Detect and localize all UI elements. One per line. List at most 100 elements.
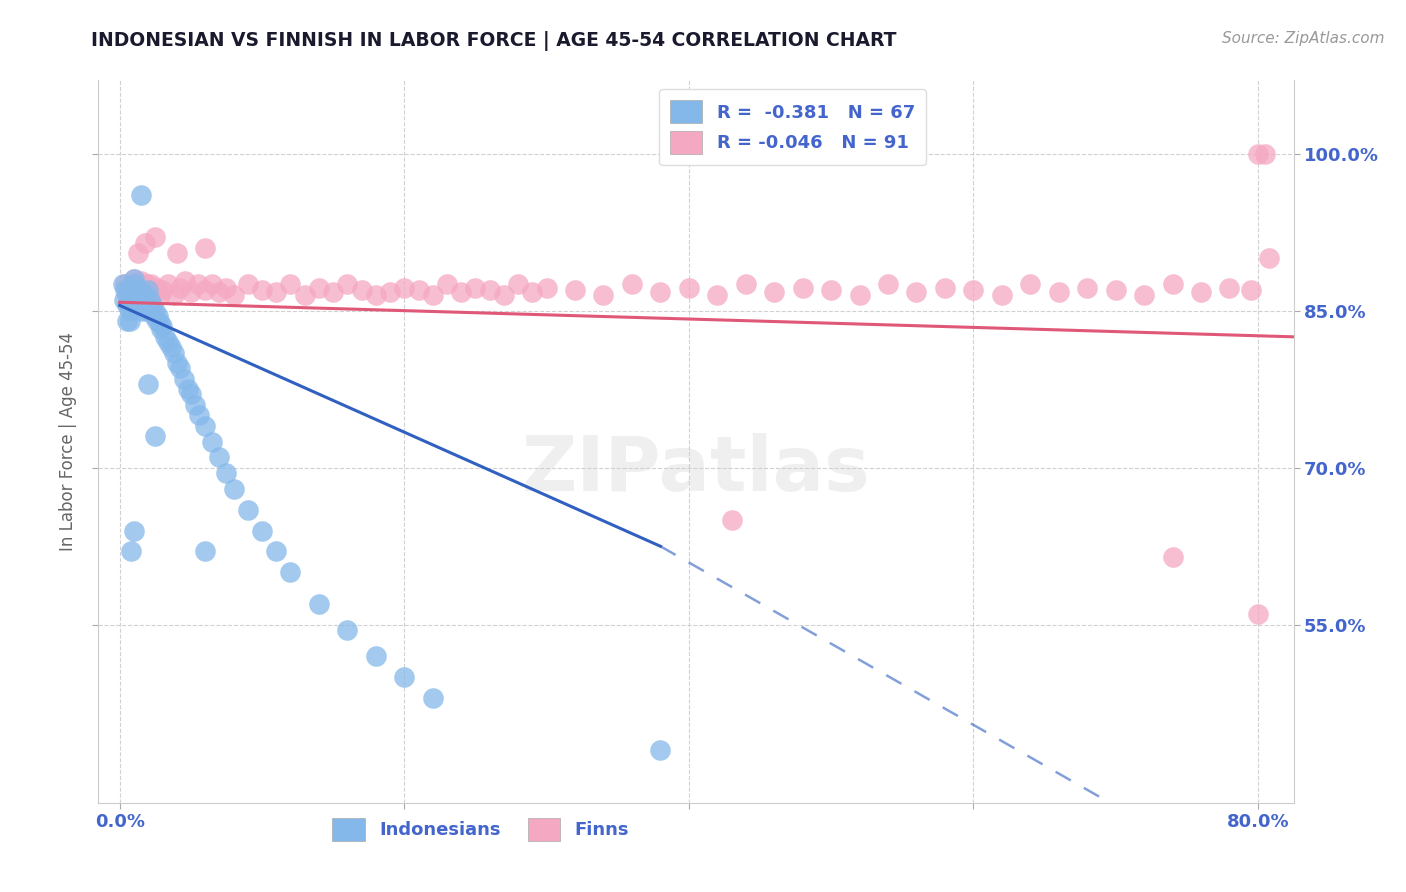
Point <box>650 285 672 299</box>
Point <box>236 277 259 292</box>
Point <box>143 429 166 443</box>
Point <box>114 283 136 297</box>
Point <box>152 319 174 334</box>
Point <box>1258 252 1281 266</box>
Point <box>1247 607 1270 622</box>
Point <box>121 288 143 302</box>
Point <box>139 277 162 292</box>
Point <box>215 280 238 294</box>
Point <box>127 246 149 260</box>
Point <box>128 280 150 294</box>
Point <box>142 285 165 299</box>
Point <box>877 277 900 292</box>
Point <box>188 409 211 423</box>
Point <box>121 298 143 312</box>
Point <box>143 303 166 318</box>
Point <box>118 303 141 318</box>
Text: Source: ZipAtlas.com: Source: ZipAtlas.com <box>1222 31 1385 46</box>
Point <box>120 277 142 292</box>
Point <box>145 314 167 328</box>
Point <box>132 298 155 312</box>
Text: ZIPatlas: ZIPatlas <box>522 434 870 508</box>
Point <box>166 246 188 260</box>
Point <box>194 241 217 255</box>
Point <box>564 283 586 297</box>
Point <box>222 482 245 496</box>
Point <box>720 513 742 527</box>
Point <box>122 272 145 286</box>
Point <box>194 283 217 297</box>
Point <box>184 398 207 412</box>
Point <box>142 309 165 323</box>
Point <box>650 743 672 757</box>
Point <box>280 277 302 292</box>
Point <box>149 316 172 330</box>
Point <box>141 298 163 312</box>
Point <box>820 283 842 297</box>
Point <box>149 288 172 302</box>
Point <box>208 450 231 465</box>
Point <box>115 288 138 302</box>
Point <box>112 293 135 308</box>
Point <box>122 288 145 302</box>
Y-axis label: In Labor Force | Age 45-54: In Labor Force | Age 45-54 <box>59 332 77 551</box>
Point <box>592 288 614 302</box>
Point <box>136 376 159 391</box>
Point <box>678 280 700 294</box>
Point <box>536 280 558 294</box>
Point <box>250 283 273 297</box>
Point <box>350 283 373 297</box>
Point <box>422 288 444 302</box>
Point <box>135 277 157 292</box>
Point <box>134 235 156 250</box>
Point <box>132 280 155 294</box>
Point <box>1161 277 1184 292</box>
Point <box>308 597 330 611</box>
Point <box>1019 277 1042 292</box>
Point <box>508 277 530 292</box>
Point <box>222 288 245 302</box>
Legend: Indonesians, Finns: Indonesians, Finns <box>325 810 637 848</box>
Point <box>336 623 359 637</box>
Point <box>131 288 153 302</box>
Point <box>620 277 643 292</box>
Point <box>114 277 136 292</box>
Point <box>236 502 259 516</box>
Point <box>308 280 330 294</box>
Point <box>934 280 956 294</box>
Point <box>422 691 444 706</box>
Point <box>215 466 238 480</box>
Point <box>1133 288 1156 302</box>
Point <box>129 303 152 318</box>
Point <box>157 334 180 349</box>
Point <box>250 524 273 538</box>
Point <box>848 288 870 302</box>
Point <box>177 382 200 396</box>
Point <box>991 288 1014 302</box>
Point <box>1161 549 1184 564</box>
Point <box>125 277 148 292</box>
Point <box>129 274 152 288</box>
Point <box>115 314 138 328</box>
Point <box>129 288 152 302</box>
Point <box>134 288 156 302</box>
Point <box>120 293 142 308</box>
Point <box>962 283 984 297</box>
Point <box>264 544 287 558</box>
Point <box>1254 146 1277 161</box>
Point <box>127 285 149 299</box>
Point <box>1240 283 1263 297</box>
Point <box>129 188 152 202</box>
Point <box>436 277 458 292</box>
Point <box>118 293 141 308</box>
Point <box>136 283 159 297</box>
Point <box>394 280 416 294</box>
Point <box>208 285 231 299</box>
Point <box>264 285 287 299</box>
Point <box>322 285 344 299</box>
Point <box>180 285 202 299</box>
Point <box>174 274 197 288</box>
Point <box>143 230 166 244</box>
Point <box>122 272 145 286</box>
Point <box>117 283 139 297</box>
